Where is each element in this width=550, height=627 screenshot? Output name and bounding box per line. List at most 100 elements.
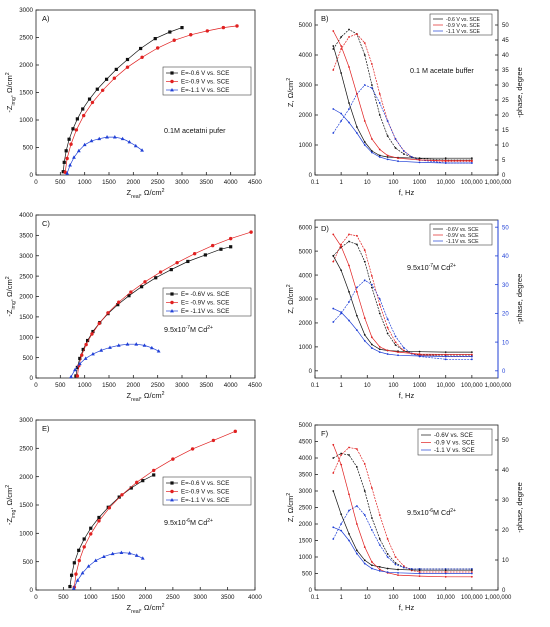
series-f-2: [332, 505, 473, 570]
data-point-f-4: [378, 568, 381, 571]
y-tick-label-right-b: 50: [502, 23, 509, 29]
data-point-d-4: [363, 317, 366, 320]
data-point-f-2: [370, 529, 373, 531]
data-point-a-2: [76, 148, 81, 153]
data-point-b-2: [348, 108, 350, 110]
y-tick-label-right-f: 50: [502, 438, 509, 444]
data-point-b-5: [355, 132, 358, 134]
data-point-f-2: [340, 523, 343, 525]
x-tick-label-c: 2000: [126, 382, 140, 389]
data-point-b-2: [332, 132, 335, 134]
x-tick-label-d: 100: [388, 383, 399, 389]
data-point-d-0: [348, 240, 350, 243]
y-tick-label-e: 1000: [19, 531, 33, 538]
y-tick-label-left-f: 3000: [299, 489, 313, 495]
data-point-c-1: [210, 243, 215, 248]
y-axis-title-left-exp: 2: [286, 78, 292, 81]
data-point-b-4: [355, 93, 358, 95]
legend-label-f: -1.1 V vs. SCE: [434, 447, 475, 454]
legend-label-e: E=-1.1 V vs. SCE: [181, 497, 229, 504]
data-point-b-5: [363, 144, 366, 146]
legend-swatch-marker-e: [170, 498, 174, 502]
data-point-e-2: [86, 564, 91, 568]
data-point-f-0: [394, 562, 397, 564]
series-a-0: [61, 26, 184, 174]
data-point-b-1: [340, 48, 343, 50]
data-point-a-0: [87, 97, 92, 101]
data-point-b-0: [348, 28, 350, 31]
data-point-f-4: [348, 493, 350, 496]
legend-swatch-marker-c: [170, 292, 174, 296]
data-point-f-3: [370, 564, 373, 567]
data-point-d-4: [340, 245, 343, 248]
legend-label-d: -0.6V vs. SCE: [446, 227, 479, 233]
data-point-c-1: [117, 300, 121, 304]
data-point-b-2: [394, 138, 397, 140]
data-point-c-1: [84, 342, 88, 347]
series-line-d-2: [333, 279, 472, 360]
data-point-b-4: [378, 148, 381, 151]
series-e-1: [72, 429, 237, 589]
data-point-d-4: [332, 233, 335, 236]
data-point-f-1: [470, 571, 473, 573]
data-point-b-5: [470, 162, 473, 164]
series-b-2: [332, 84, 473, 164]
x-tick-label-a: 2000: [126, 179, 140, 186]
data-point-e-0: [97, 515, 101, 520]
legend-label-b: -0.6 V vs. SCE: [446, 17, 481, 23]
data-point-e-1: [152, 468, 156, 473]
y-tick-label-right-f: 20: [502, 528, 509, 534]
data-point-d-5: [348, 319, 350, 322]
data-point-f-5: [355, 552, 358, 555]
x-tick-label-b: 10: [364, 180, 371, 186]
y-axis-title-sub: img: [11, 301, 17, 309]
data-point-b-3: [470, 157, 473, 160]
x-axis-title-exp: 2: [162, 188, 165, 194]
data-point-f-4: [363, 546, 366, 548]
data-point-f-2: [348, 509, 350, 512]
data-point-c-0: [140, 285, 144, 289]
data-point-a-0: [75, 117, 79, 121]
legend-swatch-marker-a: [170, 79, 174, 84]
data-point-b-2: [410, 156, 413, 158]
y-tick-label-left-b: 2000: [299, 113, 313, 119]
data-point-c-2: [83, 356, 88, 360]
data-point-c-2: [116, 343, 121, 347]
data-point-c-1: [80, 353, 84, 357]
data-point-e-2: [127, 551, 132, 555]
annotation-c: 9.5x10-7M Cd2+: [164, 325, 213, 334]
data-point-f-0: [386, 553, 389, 555]
series-b-4: [332, 30, 473, 162]
data-point-b-1: [363, 42, 366, 44]
legend-label-d: -1.1V vs. SCE: [446, 239, 479, 245]
data-point-f-4: [444, 575, 447, 578]
y-tick-label-left-f: 4000: [299, 456, 313, 462]
data-point-c-2: [156, 349, 161, 353]
data-point-b-4: [370, 138, 373, 140]
data-point-a-0: [125, 57, 130, 62]
data-point-a-2: [89, 138, 94, 143]
data-point-d-5: [470, 355, 473, 358]
y-axis-title-left-f: Z, Ω/cm2: [286, 493, 295, 522]
x-tick-label-d: 1: [339, 383, 343, 389]
data-point-b-3: [386, 156, 389, 158]
x-axis-title-main: Z: [127, 391, 132, 400]
data-point-d-2: [386, 318, 389, 321]
y-tick-label-left-d: 2000: [299, 321, 313, 327]
series-b-3: [332, 45, 473, 160]
y-tick-label-right-d: 30: [502, 283, 509, 289]
annotation-main: 9.5x10: [407, 263, 429, 272]
data-point-a-0: [104, 77, 109, 81]
data-point-a-0: [153, 37, 157, 41]
series-line-f-3: [332, 490, 472, 571]
y-axis-title-left-main: Z, Ω/cm: [286, 496, 295, 522]
y-tick-label-left-b: 3000: [299, 83, 313, 89]
series-a-1: [63, 24, 239, 174]
y-tick-label-c: 1000: [19, 334, 33, 341]
data-point-c-0: [229, 245, 233, 249]
data-point-d-5: [355, 329, 358, 332]
data-point-b-3: [378, 154, 381, 157]
y-tick-label-right-b: 0: [502, 173, 506, 179]
series-c-0: [74, 245, 233, 378]
y-tick-label-left-d: 4000: [299, 273, 313, 279]
